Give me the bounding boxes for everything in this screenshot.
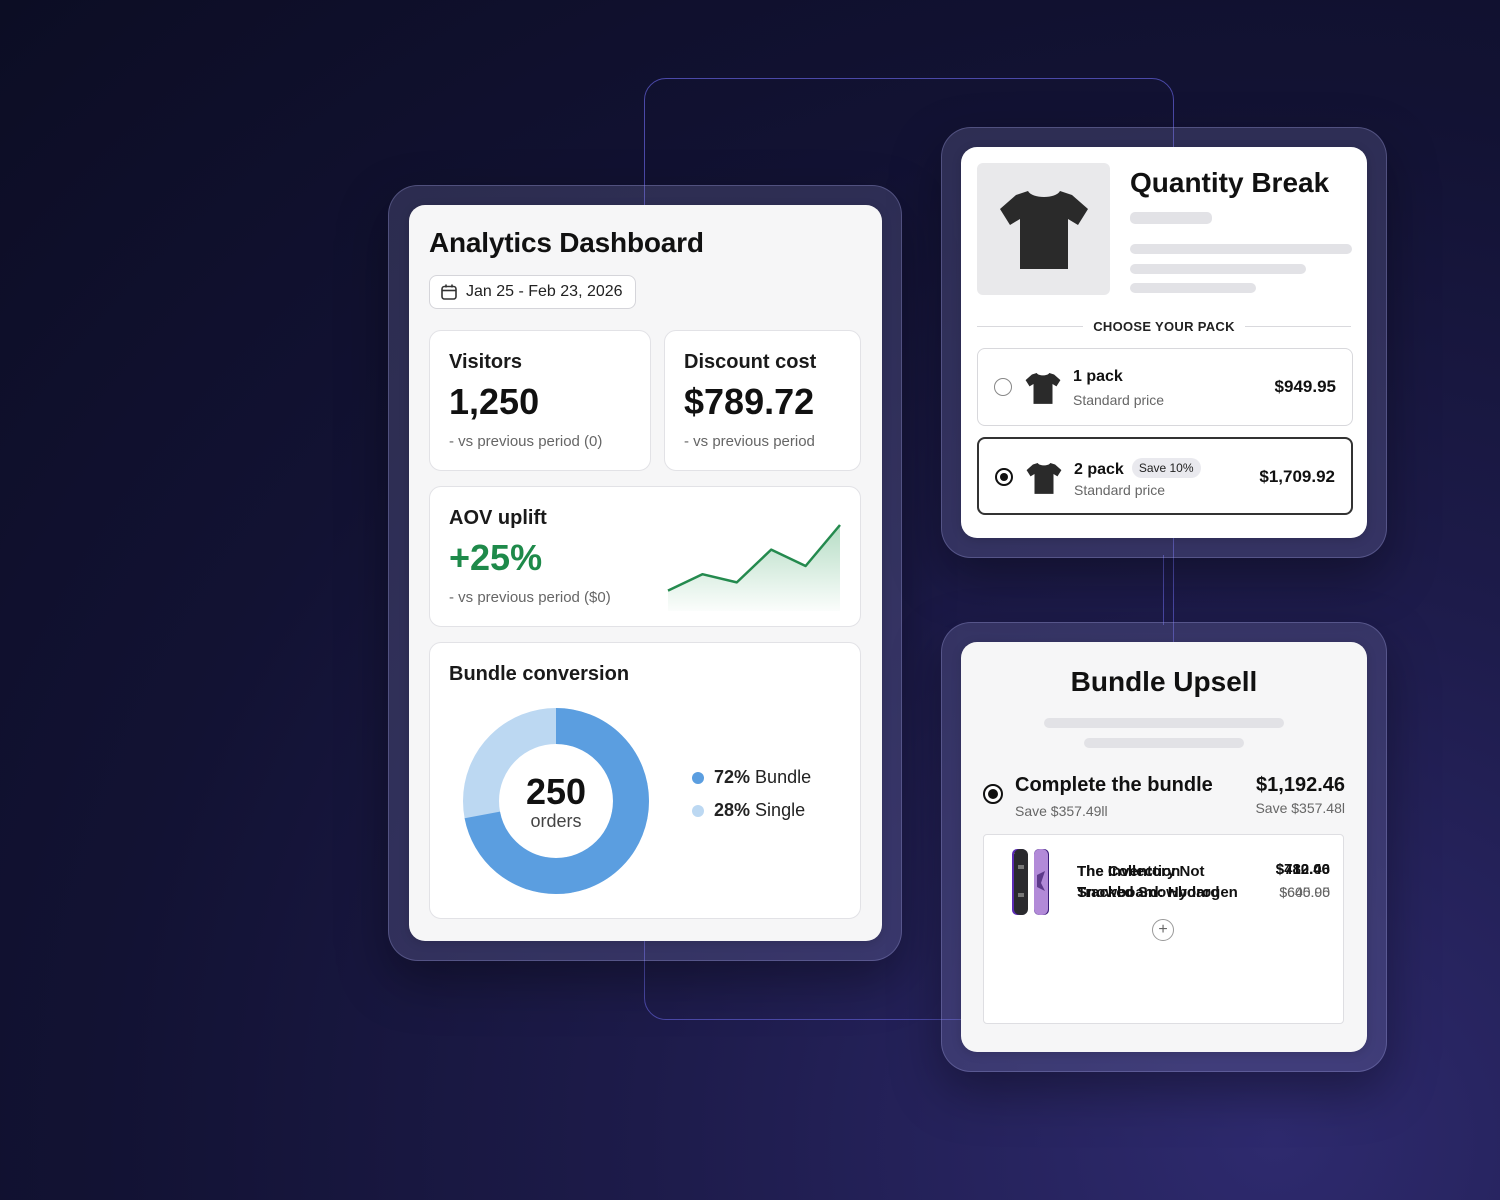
donut-center-value: 250 — [525, 771, 587, 812]
skeleton-line — [1130, 244, 1352, 254]
pack-name: 1 pack — [1073, 368, 1123, 385]
legend-single-name: Single — [755, 800, 806, 820]
donut-segment-bundle — [463, 708, 649, 894]
bundle-donut-chart — [463, 708, 649, 894]
legend-item-single: 28% Single — [692, 800, 811, 821]
bundle-item-name: The Collection Snowboard: Hydrogen — [1077, 863, 1238, 901]
skeleton-line — [1130, 212, 1212, 224]
product-image — [977, 163, 1110, 295]
donut-center-label: orders — [530, 811, 582, 831]
analytics-card: Analytics Dashboard Jan 25 - Feb 23, 202… — [409, 205, 882, 941]
skeleton-line — [1084, 738, 1244, 748]
legend-bundle-percent: 72% — [714, 767, 751, 787]
aov-uplift-tile: AOV uplift +25% - vs previous period ($0… — [429, 486, 861, 627]
choose-pack-text: CHOOSE YOUR PACK — [1093, 319, 1235, 334]
aov-uplift-value: +25% — [449, 537, 543, 578]
pack-price: $1,709.92 — [1259, 467, 1335, 486]
radio-selected[interactable] — [995, 468, 1013, 486]
visitors-value: 1,250 — [449, 381, 540, 422]
skeleton-line — [1130, 283, 1256, 293]
pack-price: $949.95 — [1274, 377, 1336, 396]
radio-unselected[interactable] — [994, 378, 1012, 396]
calendar-icon — [441, 284, 457, 300]
pack-name: 2 pack — [1074, 461, 1124, 478]
visitors-comparison: - vs previous period (0) — [449, 433, 603, 450]
bundle-conversion-tile: Bundle conversion 250 orders 72% Bundle … — [429, 642, 861, 919]
visitors-label: Visitors — [449, 351, 522, 373]
bundle-item-price: $480.00 — [1275, 861, 1330, 878]
discount-cost-tile: Discount cost $789.72 - vs previous peri… — [664, 330, 861, 471]
aov-uplift-label: AOV uplift — [449, 507, 547, 529]
discount-cost-comparison: - vs previous period — [684, 433, 815, 450]
bundle-option-savings: Save $357.49ll — [1015, 803, 1108, 819]
date-range-picker[interactable]: Jan 25 - Feb 23, 2026 — [429, 275, 636, 309]
tshirt-icon — [999, 191, 1088, 269]
legend-dot-single — [692, 804, 704, 817]
pack-option-1[interactable]: 1 pack Standard price $949.95 — [977, 348, 1353, 426]
pack-name-row: 2 pack Save 10% — [1074, 458, 1201, 479]
legend-single-percent: 28% — [714, 800, 751, 820]
visitors-tile: Visitors 1,250 - vs previous period (0) — [429, 330, 651, 471]
discount-cost-label: Discount cost — [684, 351, 817, 373]
pack-subtitle: Standard price — [1074, 482, 1166, 498]
bundle-item-price: $712.46 — [1275, 861, 1330, 878]
legend-bundle-name: Bundle — [755, 767, 812, 787]
pack-subtitle: Standard price — [1073, 392, 1165, 408]
bundle-item-name: The Inventory Not Tracked Snowboard — [1077, 863, 1220, 901]
save-badge: Save 10% — [1131, 458, 1201, 478]
bundle-item[interactable]: The Collection Snowboard: Hydrogen $480.… — [984, 835, 1343, 930]
quantity-break-card: Quantity Break CHOOSE YOUR PACK 1 pack S… — [961, 147, 1367, 538]
date-range-text: Jan 25 - Feb 23, 2026 — [466, 283, 623, 300]
bundle-option-price: $1,192.46 — [1256, 774, 1345, 796]
bundle-option-price-savings: Save $357.48l — [1255, 800, 1345, 816]
bundle-item-compare-price: $600.00 — [1279, 884, 1330, 900]
bundle-item-compare-price: $645.95 — [1279, 884, 1330, 900]
quantity-break-title: Quantity Break — [1130, 167, 1330, 198]
dashboard-title: Analytics Dashboard — [429, 227, 704, 258]
aov-sparkline — [667, 524, 841, 611]
sparkline-line — [667, 524, 841, 592]
bundle-upsell-card: Bundle Upsell Complete the bundle Save $… — [961, 642, 1367, 1052]
bundle-option-radio[interactable] — [983, 784, 1003, 804]
skeleton-line — [1130, 264, 1306, 274]
legend-dot-bundle — [692, 771, 704, 784]
tshirt-icon — [1025, 372, 1061, 404]
aov-uplift-comparison: - vs previous period ($0) — [449, 589, 611, 606]
bundle-upsell-title: Bundle Upsell — [1070, 666, 1258, 697]
legend-item-bundle: 72% Bundle — [692, 767, 811, 788]
choose-pack-heading: CHOOSE YOUR PACK — [977, 319, 1351, 334]
sparkline-area — [668, 525, 840, 611]
tshirt-icon — [1026, 462, 1062, 494]
bundle-conversion-label: Bundle conversion — [449, 663, 630, 685]
discount-cost-value: $789.72 — [684, 381, 815, 422]
connector-line — [1163, 555, 1164, 625]
plus-icon: + — [1152, 919, 1174, 941]
snowboard-image — [1014, 849, 1048, 915]
skeleton-line — [1044, 718, 1284, 728]
bundle-item-list: The Inventory Not Tracked Snowboard $712… — [983, 834, 1344, 1024]
bundle-legend: 72% Bundle 28% Single — [692, 767, 811, 833]
pack-option-2[interactable]: 2 pack Save 10% Standard price $1,709.92 — [977, 437, 1353, 515]
bundle-option-label[interactable]: Complete the bundle — [1015, 774, 1213, 796]
